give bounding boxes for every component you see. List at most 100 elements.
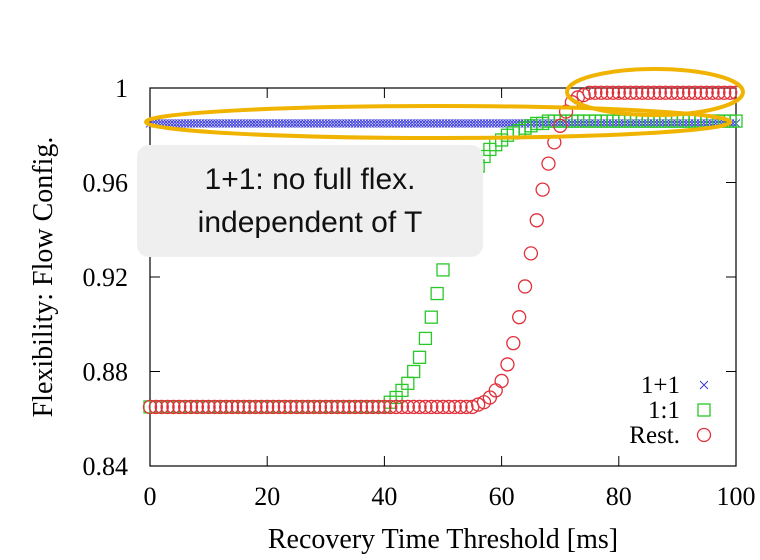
data-point-circle — [154, 399, 169, 415]
series-layer — [142, 85, 744, 415]
data-point-circle — [429, 399, 445, 415]
data-point-circle — [447, 399, 462, 415]
data-point-circle — [611, 85, 626, 100]
data-point-circle — [646, 85, 662, 100]
data-point-circle — [541, 156, 556, 171]
data-point-circle — [459, 399, 474, 415]
data-point-circle — [301, 399, 316, 415]
data-point-circle — [658, 85, 673, 100]
data-point-circle — [705, 85, 720, 100]
data-point-circle — [295, 399, 310, 415]
y-tick-label: 0.92 — [83, 263, 129, 292]
data-point-square — [424, 310, 438, 324]
data-point-circle — [242, 399, 257, 415]
data-point-circle — [535, 182, 550, 197]
data-point-circle — [277, 399, 292, 415]
data-point-circle — [605, 85, 621, 100]
data-point-circle — [178, 399, 193, 415]
data-point-circle — [582, 85, 597, 100]
data-point-circle — [588, 85, 603, 100]
legend-marker-square — [697, 403, 711, 417]
data-point-circle — [676, 85, 691, 100]
annotation-callout: 1+1: no full flex. independent of T — [137, 145, 483, 257]
data-point-circle — [312, 399, 328, 415]
data-point-circle — [664, 85, 679, 100]
data-point-square — [418, 331, 433, 346]
data-point-circle — [207, 399, 222, 415]
legend-label: Rest. — [629, 422, 680, 449]
data-point-circle — [142, 399, 158, 415]
data-point-circle — [617, 85, 632, 100]
axis-ticks: 0 20 40 60 80 100 0.84 0.88 0.92 0.96 1 — [83, 74, 756, 511]
data-point-circle — [635, 85, 650, 100]
data-point-circle — [236, 399, 251, 415]
data-point-circle — [599, 85, 615, 100]
data-point-circle — [160, 399, 175, 415]
y-tick-label: 0.96 — [83, 169, 129, 198]
data-point-circle — [406, 399, 421, 415]
data-point-circle — [365, 399, 380, 415]
data-point-circle — [260, 399, 275, 415]
highlight-ellipse-1plus1 — [144, 104, 732, 140]
data-point-square — [430, 286, 444, 301]
data-point-circle — [722, 85, 738, 100]
legend-marker-x — [699, 380, 709, 390]
data-point-circle — [529, 213, 544, 228]
data-point-circle — [254, 399, 269, 415]
data-point-circle — [652, 85, 667, 100]
data-point-square — [412, 350, 427, 364]
highlight-ellipses — [144, 67, 745, 140]
data-point-circle — [494, 373, 509, 389]
data-point-circle — [441, 399, 457, 415]
data-point-circle — [388, 399, 404, 415]
data-point-circle — [166, 399, 181, 415]
data-point-circle — [394, 399, 410, 415]
x-tick-label: 60 — [489, 482, 515, 511]
data-point-circle — [148, 399, 164, 415]
highlight-ellipse-rest — [565, 67, 745, 117]
x-tick-label: 20 — [254, 482, 280, 511]
data-point-circle — [699, 85, 714, 100]
y-axis-label: Flexibility: Flow Config. — [28, 137, 59, 418]
data-point-circle — [500, 357, 515, 372]
data-point-circle — [213, 399, 228, 415]
data-point-circle — [306, 399, 322, 415]
data-point-circle — [283, 399, 298, 415]
data-point-circle — [640, 85, 656, 100]
data-point-circle — [687, 85, 703, 100]
data-point-circle — [336, 399, 351, 415]
data-point-circle — [219, 399, 234, 415]
y-tick-label: 1 — [115, 74, 128, 103]
data-point-circle — [681, 85, 697, 100]
data-point-circle — [711, 85, 726, 100]
data-point-circle — [383, 399, 398, 415]
data-point-circle — [371, 399, 386, 415]
data-point-circle — [347, 399, 363, 415]
data-point-circle — [576, 87, 591, 103]
legend-label: 1+1 — [641, 372, 680, 399]
data-point-circle — [271, 399, 287, 415]
data-point-circle — [359, 399, 374, 415]
data-point-circle — [670, 85, 685, 100]
series-circle — [142, 85, 744, 415]
data-point-circle — [435, 399, 451, 415]
data-point-circle — [377, 399, 392, 415]
data-point-circle — [183, 399, 199, 415]
data-point-circle — [424, 399, 439, 415]
data-point-circle — [693, 85, 708, 100]
data-point-circle — [172, 399, 187, 415]
data-point-circle — [453, 399, 468, 415]
data-point-circle — [289, 399, 304, 415]
x-tick-label: 80 — [606, 482, 632, 511]
data-point-circle — [353, 399, 369, 415]
y-tick-label: 0.88 — [83, 358, 129, 387]
data-point-circle — [324, 399, 339, 415]
x-tick-label: 100 — [717, 482, 756, 511]
data-point-circle — [717, 85, 732, 100]
annotation-line-1: 1+1: no full flex. — [204, 162, 416, 196]
data-point-circle — [400, 399, 415, 415]
legend-label: 1:1 — [648, 397, 680, 424]
data-point-circle — [230, 399, 246, 415]
data-point-circle — [201, 399, 216, 415]
